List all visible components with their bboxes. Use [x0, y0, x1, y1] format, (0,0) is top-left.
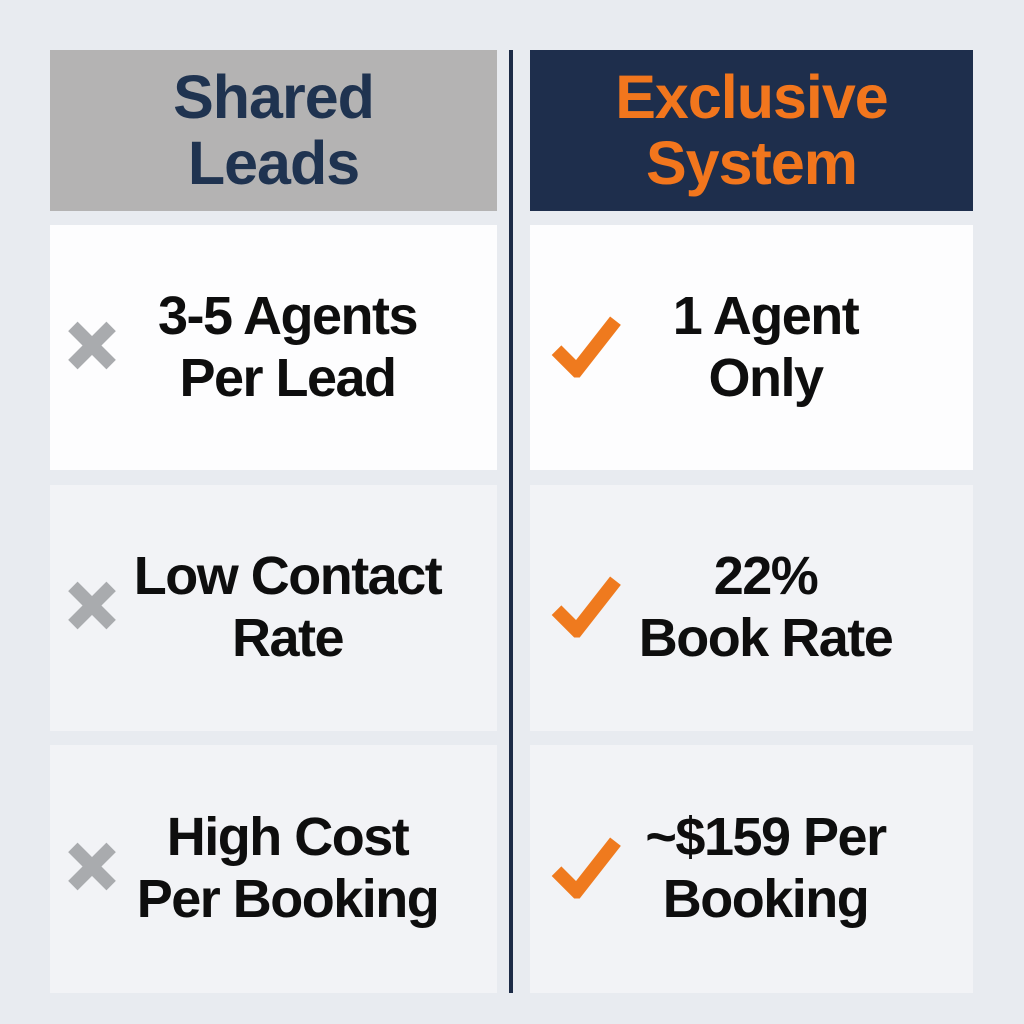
exclusive-cell-book-rate: 22% Book Rate [530, 485, 973, 731]
check-icon [550, 313, 622, 382]
column-divider [509, 50, 513, 993]
cell-label: High Cost Per Booking [136, 807, 440, 929]
cell-label: 1 Agent Only [672, 285, 860, 408]
check-icon-stroke [551, 315, 621, 381]
shared-cell-agents-per-lead: 3-5 Agents Per Lead [50, 225, 497, 470]
exclusive-system-header: Exclusive System [530, 50, 973, 211]
check-icon [550, 835, 622, 904]
x-icon-strokes [68, 842, 116, 891]
shared-cell-contact-rate: Low Contact Rate [50, 485, 497, 731]
x-icon-strokes [68, 321, 116, 369]
check-icon-stroke [551, 837, 621, 902]
x-icon [63, 838, 121, 901]
cell-label: 3-5 Agents Per Lead [157, 285, 419, 408]
shared-cell-cost-per-booking: High Cost Per Booking [50, 745, 497, 993]
x-icon [63, 316, 121, 379]
check-icon [550, 574, 622, 643]
exclusive-cell-one-agent: 1 Agent Only [530, 225, 973, 470]
check-icon-stroke [551, 576, 621, 641]
cell-label: Low Contact Rate [133, 546, 443, 668]
shared-leads-header: Shared Leads [50, 50, 497, 211]
shared-leads-column: Shared Leads 3-5 Agents Per Lead Low Con… [50, 50, 497, 993]
x-icon-strokes [68, 581, 116, 630]
cell-label: ~$159 Per Booking [645, 807, 887, 929]
exclusive-system-column: Exclusive System 1 Agent Only 22% Book R… [530, 50, 973, 993]
cell-label: 22% Book Rate [638, 546, 894, 668]
exclusive-cell-price-per-booking: ~$159 Per Booking [530, 745, 973, 993]
x-icon [63, 577, 121, 640]
